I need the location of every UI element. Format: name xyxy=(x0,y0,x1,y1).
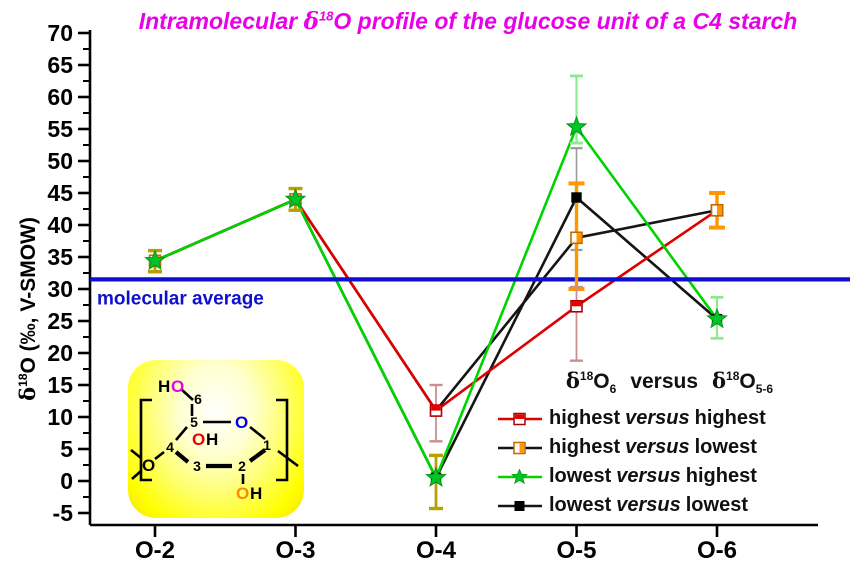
legend-title-sub1: 6 xyxy=(609,382,617,397)
legend-label: highest versus highest xyxy=(549,407,766,430)
molecular-average-label: molecular average xyxy=(97,288,264,309)
legend-title-delta2: δ xyxy=(712,368,727,393)
legend-title-sub2: 5-6 xyxy=(755,382,774,397)
carbon-1: 1 xyxy=(263,437,271,453)
oh-bottom-h: H xyxy=(250,484,262,503)
y-label-rest: O (‰, V-SMOW) xyxy=(17,217,40,374)
title-sup-18: 18 xyxy=(318,8,334,24)
data-point-O-2 xyxy=(144,249,166,271)
y-tick-label: 65 xyxy=(47,52,73,78)
legend-title: δ18O6 versus δ18O5-6 xyxy=(497,368,842,396)
oh-mid-o: O xyxy=(192,430,205,449)
bold-ring-bonds xyxy=(174,448,267,469)
legend-label: highest versus lowest xyxy=(549,436,757,459)
title-text-post: O profile of the glucose unit of a C4 st… xyxy=(333,8,798,34)
data-point-O-6 xyxy=(710,203,724,217)
legend-label: lowest versus lowest xyxy=(549,494,748,517)
orange-halfsquare-line-icon xyxy=(498,441,542,454)
ho-top-o: O xyxy=(171,377,184,396)
black-square-line-icon xyxy=(498,500,542,511)
y-label-sup-18: 18 xyxy=(16,373,30,387)
data-point-O-5 xyxy=(565,115,588,137)
y-tick-label: -5 xyxy=(53,500,74,526)
legend-item-highest-vs-highest: highest versus highest xyxy=(497,404,842,433)
y-axis-label: δ18O (‰, V-SMOW) xyxy=(15,164,41,454)
left-bracket xyxy=(139,398,152,482)
y-tick-label: 60 xyxy=(47,84,73,110)
carbon-3: 3 xyxy=(193,458,201,474)
title-delta: δ xyxy=(303,8,319,35)
y-tick-label: 30 xyxy=(47,276,73,302)
y-label-delta: δ xyxy=(15,386,40,401)
data-point-O-3 xyxy=(284,187,307,209)
x-tick-label: O-3 xyxy=(275,537,315,564)
y-tick-label: 35 xyxy=(47,244,73,270)
carbon-2: 2 xyxy=(238,458,246,474)
error-bar xyxy=(570,285,583,362)
right-bracket xyxy=(276,398,289,482)
ring-oxygen: O xyxy=(235,413,248,432)
legend-title-versus: versus xyxy=(630,370,699,393)
legend-title-o1: O xyxy=(593,370,610,393)
legend-title-delta1: δ xyxy=(565,368,580,393)
bonds xyxy=(130,388,299,484)
title-text-pre: Intramolecular xyxy=(138,8,304,34)
data-point-O-5 xyxy=(570,299,583,313)
glucose-unit-inset: H O O O H O H O 1 2 3 4 5 6 xyxy=(128,360,304,518)
y-tick-label: 10 xyxy=(47,404,73,430)
y-tick-label: 20 xyxy=(47,340,73,366)
y-tick-label: 25 xyxy=(47,308,73,334)
y-tick-label: 5 xyxy=(60,436,73,462)
data-point-O-4 xyxy=(429,404,443,417)
green-star-line-icon xyxy=(498,468,542,484)
carbon-4: 4 xyxy=(166,439,174,455)
oh-mid-h: H xyxy=(206,430,218,449)
glycosidic-oxygen: O xyxy=(142,456,155,475)
legend-item-lowest-vs-highest: lowest versus highest xyxy=(497,462,842,491)
carbon-6: 6 xyxy=(194,391,202,407)
data-point-O-5 xyxy=(571,192,582,203)
y-tick-label: 0 xyxy=(60,468,73,494)
y-tick-label: 15 xyxy=(47,372,73,398)
legend-item-lowest-vs-lowest: lowest versus lowest xyxy=(497,491,842,520)
data-point-O-5 xyxy=(570,231,583,245)
y-tick-label: 55 xyxy=(47,116,73,142)
legend-title-sup2: 18 xyxy=(726,369,740,383)
ho-top-h: H xyxy=(158,377,170,396)
legend: δ18O6 versus δ18O5-6 highest versus highest … xyxy=(497,368,842,520)
data-point-O-4 xyxy=(425,466,447,488)
glucose-structure-diagram: H O O O H O H O 1 2 3 4 5 6 xyxy=(130,377,299,503)
data-point-O-6 xyxy=(706,307,728,329)
y-tick-label: 50 xyxy=(47,148,73,174)
legend-title-sup1: 18 xyxy=(579,369,594,383)
legend-item-highest-vs-lowest: highest versus lowest xyxy=(497,433,842,462)
chart-title: Intramolecular δ18O profile of the gluco… xyxy=(88,8,848,35)
x-tick-label: O-5 xyxy=(556,537,596,564)
red-halfsquare-line-icon xyxy=(498,412,542,425)
legend-label: lowest versus highest xyxy=(549,465,757,488)
carbon-5: 5 xyxy=(190,414,198,430)
y-tick-label: 70 xyxy=(47,20,73,46)
x-tick-label: O-4 xyxy=(416,537,457,564)
error-bar xyxy=(570,74,583,145)
legend-title-o2: O xyxy=(739,370,756,393)
y-tick-label: 40 xyxy=(47,212,73,238)
oh-bottom-o: O xyxy=(236,484,249,503)
x-tick-label: O-6 xyxy=(697,537,737,564)
y-tick-label: 45 xyxy=(47,180,73,206)
x-tick-label: O-2 xyxy=(135,537,175,564)
